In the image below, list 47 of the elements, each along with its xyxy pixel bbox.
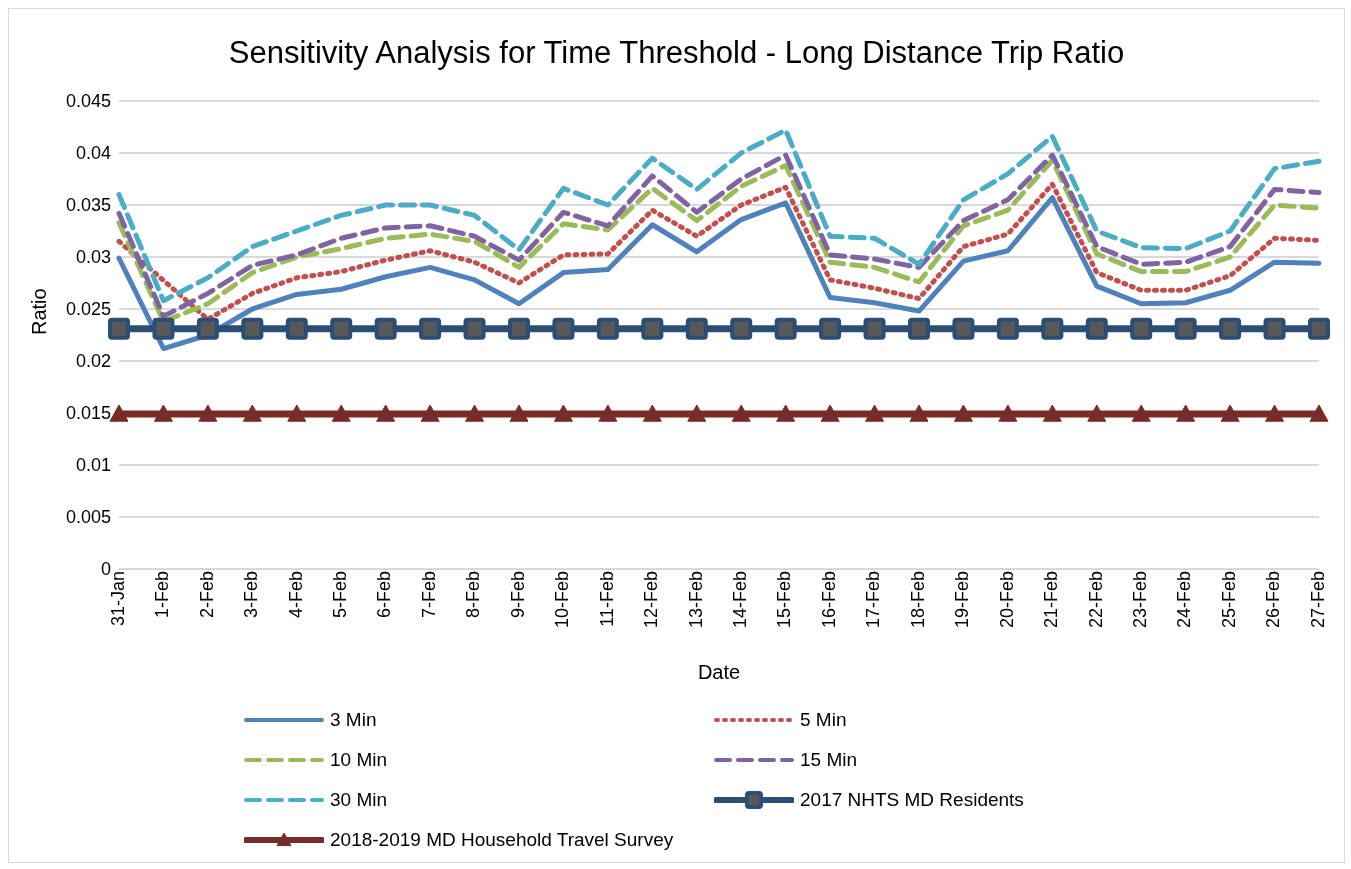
y-tick-label: 0.025 [65,299,111,320]
x-tick-label: 12-Feb [641,571,662,629]
y-tick-label: 0 [100,559,111,580]
legend-label: 30 Min [330,789,388,811]
legend-label: 2018-2019 MD Household Travel Survey [330,829,674,851]
y-tick-label: 0.035 [65,195,111,216]
legend-label: 3 Min [330,709,377,731]
y-tick-label: 0.005 [65,507,111,528]
x-tick-label: 21-Feb [1041,571,1062,629]
x-tick-label: 5-Feb [330,571,350,619]
x-tick-label: 26-Feb [1263,571,1284,629]
y-tick-label: 0.01 [75,455,111,476]
x-axis-title: Date [697,661,741,683]
x-tick-label: 13-Feb [685,571,706,629]
x-tick-label: 9-Feb [507,571,528,619]
x-tick-label: 20-Feb [996,571,1017,629]
x-tick-label: 11-Feb [596,571,617,627]
y-tick-label: 0.03 [75,247,111,268]
legend-label: 15 Min [800,749,858,771]
x-tick-label: 22-Feb [1085,571,1106,629]
x-tick-label: 14-Feb [730,571,750,629]
x-tick-label: 8-Feb [463,571,484,619]
x-tick-label: 25-Feb [1218,571,1239,629]
x-tick-label: 2-Feb [196,571,217,619]
legend-label: 2017 NHTS MD Residents [800,789,1024,811]
y-tick-label: 0.02 [75,351,111,372]
x-tick-label: 23-Feb [1130,571,1150,629]
x-tick-label: 17-Feb [863,571,884,629]
legend-label: 5 Min [800,709,847,731]
x-tick-label: 6-Feb [374,571,395,619]
y-axis-title: Ratio [28,288,51,335]
x-tick-label: 24-Feb [1174,571,1195,629]
x-tick-label: 15-Feb [774,571,795,629]
x-tick-label: 4-Feb [285,571,306,619]
x-tick-label: 1-Feb [152,571,173,619]
x-tick-label: 19-Feb [952,571,973,629]
x-tick-label: 18-Feb [907,571,928,629]
legend-label: 10 Min [330,749,388,771]
y-tick-label: 0.04 [75,143,111,164]
y-tick-label: 0.045 [65,91,111,112]
x-tick-label: 10-Feb [552,571,573,629]
y-tick-label: 0.015 [65,403,111,424]
x-tick-label: 7-Feb [418,571,439,619]
x-tick-label: 3-Feb [241,571,262,619]
x-tick-label: 27-Feb [1307,571,1328,629]
chart-title: Sensitivity Analysis for Time Threshold - Long Distance Trip Ratio [227,35,1126,71]
x-tick-label: 16-Feb [818,571,839,629]
